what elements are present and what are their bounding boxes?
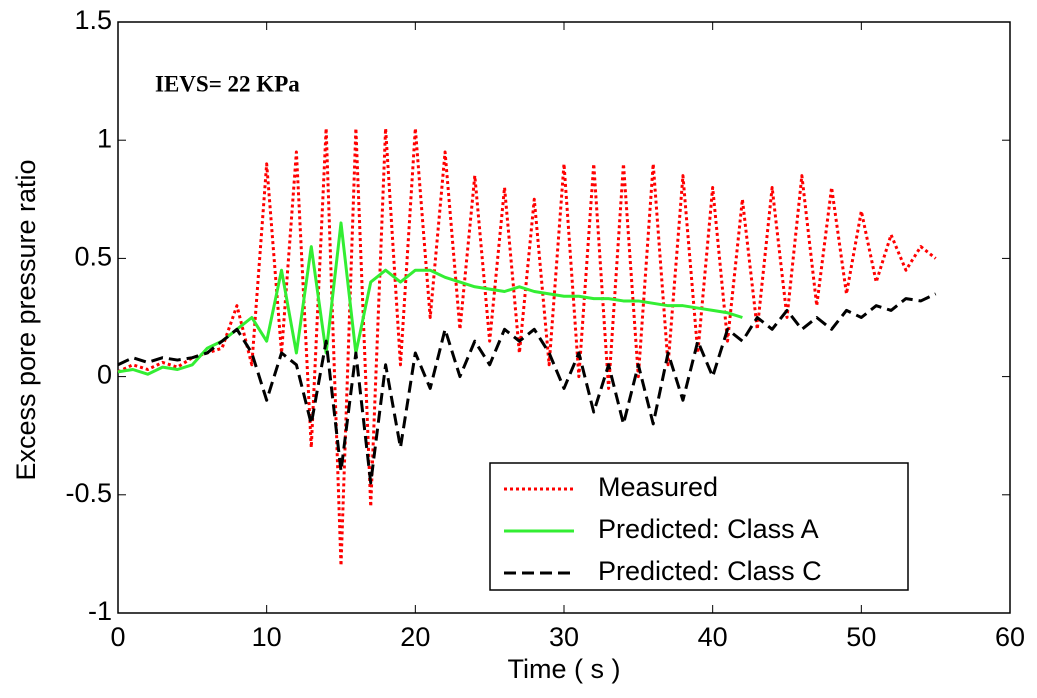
x-tick-label: 30 xyxy=(549,622,579,652)
series-line xyxy=(117,292,937,485)
y-tick-label: 0 xyxy=(97,360,112,390)
y-tick-label: 1 xyxy=(97,123,112,153)
legend-label: Measured xyxy=(598,472,718,502)
x-tick-label: 50 xyxy=(846,622,876,652)
y-axis-label: Excess pore pressure ratio xyxy=(11,159,41,480)
y-tick-label: 1.5 xyxy=(74,5,112,35)
legend-label: Predicted: Class A xyxy=(598,514,819,544)
x-tick-label: 10 xyxy=(252,622,282,652)
legend-box xyxy=(489,462,909,591)
annotation: IEVS= 22 KPa xyxy=(155,71,300,96)
series-line xyxy=(117,126,937,568)
y-tick-label: -0.5 xyxy=(65,478,112,508)
y-tick-label: -1 xyxy=(88,596,112,626)
legend-label: Predicted: Class C xyxy=(598,556,822,586)
y-tick-label: 0.5 xyxy=(74,242,112,272)
x-axis-label: Time ( s ) xyxy=(508,654,621,684)
x-tick-label: 40 xyxy=(698,622,728,652)
x-tick-label: 20 xyxy=(400,622,430,652)
x-tick-label: 0 xyxy=(110,622,125,652)
x-tick-label: 60 xyxy=(995,622,1025,652)
